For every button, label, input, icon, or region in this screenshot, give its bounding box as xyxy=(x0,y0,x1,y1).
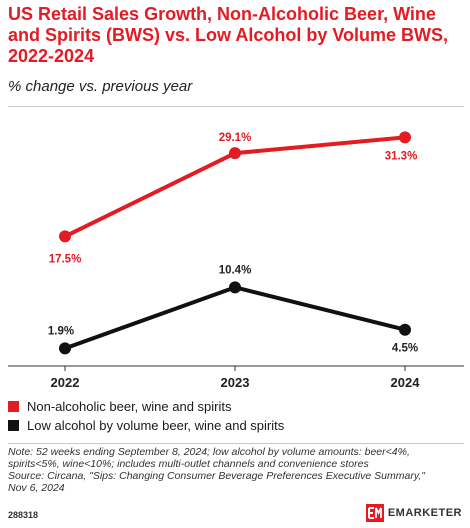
data-point xyxy=(59,230,71,243)
data-point xyxy=(59,342,71,355)
data-label: 4.5% xyxy=(392,343,418,355)
data-point xyxy=(399,131,411,144)
data-label: 10.4% xyxy=(219,264,252,276)
chart-title: US Retail Sales Growth, Non-Alcoholic Be… xyxy=(8,4,449,66)
line-chart: 2022 2023 2024 17.5% 29.1% 31.3% 1.9% 10.4% 4.5% xyxy=(8,131,464,390)
data-point xyxy=(399,323,411,336)
data-label: 1.9% xyxy=(48,325,74,337)
legend-item-non-alcoholic: Non-alcoholic beer, wine and spirits xyxy=(8,399,232,414)
brand-logo: EMARKETER xyxy=(365,504,462,522)
legend-label-non-alcoholic: Non-alcoholic beer, wine and spirits xyxy=(27,399,232,414)
x-tick-label: 2023 xyxy=(221,375,250,390)
note-line: spirits<5%, wine<10%; includes multi-out… xyxy=(8,458,369,470)
legend-swatch-low-alcohol xyxy=(8,420,19,431)
note-line: Note: 52 weeks ending September 8, 2024;… xyxy=(8,446,410,458)
source-line: Source: Circana, "Sips: Changing Consume… xyxy=(8,470,425,482)
emarketer-logo-icon xyxy=(365,504,384,522)
x-tick-label: 2022 xyxy=(51,375,80,390)
legend-swatch-non-alcoholic xyxy=(8,401,19,412)
legend-label-low-alcohol: Low alcohol by volume beer, wine and spi… xyxy=(27,418,285,433)
series-line xyxy=(64,285,406,351)
data-label: 29.1% xyxy=(219,132,252,144)
chart-id: 288318 xyxy=(8,510,39,520)
data-label: 17.5% xyxy=(49,253,82,265)
notes-divider xyxy=(8,443,464,444)
chart-subtitle: % change vs. previous year xyxy=(8,78,193,95)
x-tick-label: 2024 xyxy=(391,375,421,390)
source-line: Nov 6, 2024 xyxy=(8,482,65,494)
data-point xyxy=(229,281,241,294)
data-point xyxy=(229,147,241,160)
header-divider xyxy=(8,106,464,107)
legend-item-low-alcohol: Low alcohol by volume beer, wine and spi… xyxy=(8,418,284,433)
data-label: 31.3% xyxy=(385,150,418,162)
chart-notes: Note: 52 weeks ending September 8, 2024;… xyxy=(8,446,463,494)
brand-name: EMARKETER xyxy=(387,507,462,519)
